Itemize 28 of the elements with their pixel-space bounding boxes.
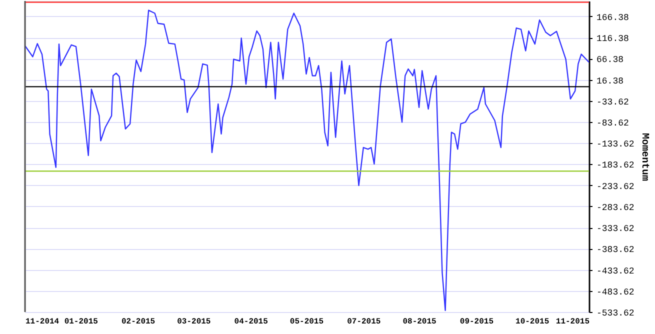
x-tick-label: 01-2015 [64,318,98,326]
y-tick-label: -183.62 [596,160,634,171]
x-tick-label: 11-2014 [26,318,60,326]
x-tick-label: 11-2015 [556,318,590,326]
y-tick-label: 166.38 [596,12,629,23]
y-tick-label: -233.62 [596,182,634,192]
x-tick-label: 02-2015 [121,318,156,326]
y-axis-title: Momentum [638,132,650,182]
y-tick-label: -333.62 [596,224,634,234]
y-tick-label: -133.62 [596,140,634,150]
y-tick-label: -83.62 [596,118,629,129]
y-tick-label: -483.62 [596,287,634,298]
x-tick-label: 04-2015 [234,318,268,326]
x-tick-label: 10-2015 [516,318,550,326]
y-tick-label: -533.62 [596,308,634,318]
x-tick-label: 09-2015 [460,318,494,326]
y-tick-label: -33.62 [596,97,629,108]
y-tick-label: -383.62 [596,245,634,256]
y-tick-label: 66.38 [596,55,624,66]
y-tick-label: -433.62 [596,266,634,276]
x-tick-label: 08-2015 [402,318,437,326]
y-tick-label: 16.38 [596,76,624,86]
x-tick-label: 07-2015 [347,318,381,326]
line-series [25,10,589,312]
x-tick-label: 03-2015 [177,318,211,326]
x-tick-label: 05-2015 [290,318,324,326]
y-tick-label: -283.62 [596,202,634,213]
y-tick-label: 116.38 [596,34,629,44]
